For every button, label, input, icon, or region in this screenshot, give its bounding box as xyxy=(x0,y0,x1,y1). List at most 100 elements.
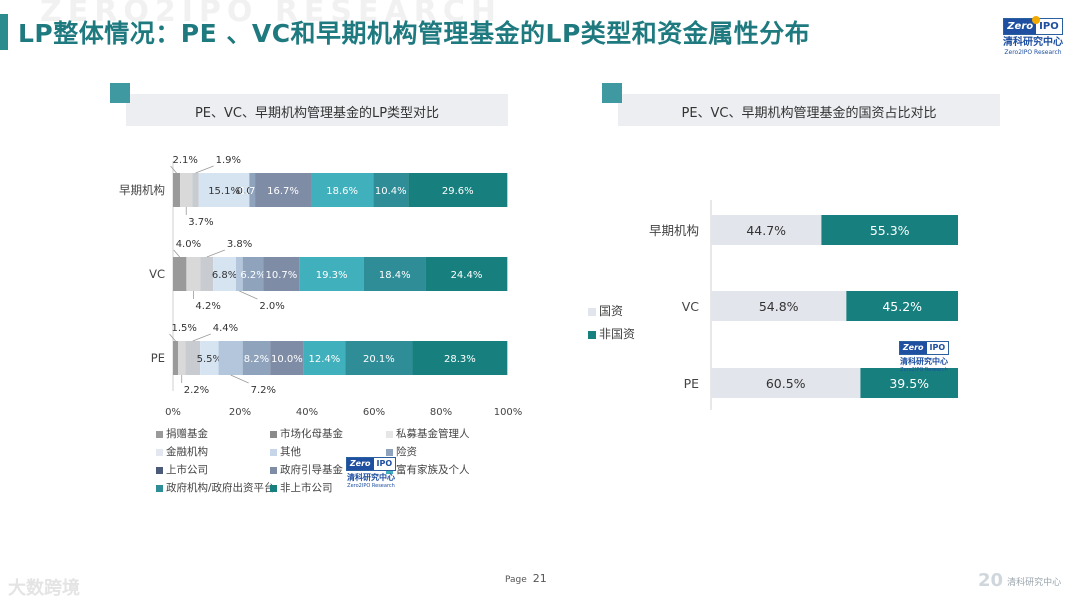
data-label: 29.6% xyxy=(442,186,474,197)
legend-swatch xyxy=(156,430,163,438)
bar-segment xyxy=(198,173,250,207)
legend-label: 非国资 xyxy=(599,327,636,341)
legend-label: 捐赠基金 xyxy=(166,428,208,440)
footer-brand-number: 20 xyxy=(978,570,1004,591)
data-label: 55.3% xyxy=(870,223,910,238)
data-label: 3.8% xyxy=(227,239,252,250)
logo-mark: Zero IPO xyxy=(1003,16,1063,35)
leader-line xyxy=(169,333,176,342)
footer-brand-text: 清科研究中心 xyxy=(1007,578,1062,588)
legend-swatch xyxy=(386,430,393,438)
legend-item-non-state-capital: 非国资 xyxy=(588,325,635,342)
category-label: PE xyxy=(151,351,165,365)
logo-mark: Zero IPO xyxy=(345,457,397,471)
bar-segment xyxy=(311,173,374,207)
data-label: 2.2% xyxy=(184,385,209,396)
legend-label: 国资 xyxy=(599,304,624,318)
leader-line xyxy=(192,333,211,342)
chart2-brand-logo: Zero IPO 清科研究中心 Zero2IPO Research xyxy=(894,335,954,373)
bar-segment xyxy=(373,173,409,207)
bar-segment xyxy=(186,257,201,291)
legend-label: 险资 xyxy=(396,446,417,458)
bar-segment xyxy=(821,215,958,245)
legend-label: 私募基金管理人 xyxy=(396,428,470,440)
bar-segment xyxy=(242,257,264,291)
page-title: LP整体情况：PE 、VC和早期机构管理基金的LP类型和资金属性分布 xyxy=(18,19,811,48)
data-label: 3.7% xyxy=(188,217,213,228)
bar-segment xyxy=(192,173,199,207)
legend-swatch xyxy=(588,330,596,339)
logo-name-en: Zero2IPO Research xyxy=(347,483,395,489)
bar-segment xyxy=(860,368,958,398)
brand-logo: Zero IPO 清科研究中心 Zero2IPO Research xyxy=(1000,14,1066,57)
data-label: 1.7% xyxy=(240,186,265,197)
logo-name-en: Zero2IPO Research xyxy=(900,367,948,373)
data-label: 4.4% xyxy=(213,323,238,334)
chart1-header: PE、VC、早期机构管理基金的LP类型对比 xyxy=(110,83,508,126)
category-label: 早期机构 xyxy=(119,183,165,197)
chart2-legend: 国资 非国资 xyxy=(588,302,635,348)
data-label: 5.5% xyxy=(197,354,222,365)
legend-item-insurance: 险资 xyxy=(386,444,417,459)
logo-mark-right: IPO xyxy=(1032,16,1062,34)
title-accent-bar xyxy=(0,14,8,50)
category-label: PE xyxy=(684,376,700,391)
category-label: VC xyxy=(682,299,700,314)
x-tick-label: 20% xyxy=(229,407,251,418)
legend-swatch xyxy=(270,448,277,456)
data-label: 54.8% xyxy=(759,299,799,314)
bar-segment xyxy=(235,257,243,291)
chart2-title: PE、VC、早期机构管理基金的国资占比对比 xyxy=(681,106,937,121)
legend-item-financial-institution: 金融机构 xyxy=(156,444,208,459)
logo-mark-right: IPO xyxy=(373,458,396,470)
watermark-text: ZERO2IPO RESEARCH xyxy=(40,0,502,29)
legend-swatch xyxy=(270,466,277,474)
legend-item-market-fof: 市场化母基金 xyxy=(270,426,343,441)
data-label: 15.1% xyxy=(208,186,240,197)
bar-segment xyxy=(846,291,958,321)
data-label: 18.4% xyxy=(379,270,411,281)
bar-segment xyxy=(711,215,822,245)
logo-mark-left: Zero xyxy=(899,342,927,354)
data-label: 20.1% xyxy=(363,354,395,365)
data-label: 28.3% xyxy=(444,354,476,365)
data-label: 2.1% xyxy=(173,155,198,166)
bar-segment xyxy=(255,173,312,207)
legend-label: 政府机构/政府出资平台 xyxy=(166,482,275,494)
bar-segment xyxy=(180,173,193,207)
logo-mark-right-text: IPO xyxy=(1039,21,1059,32)
bar-segment xyxy=(173,341,179,375)
legend-item-gov-platform: 政府机构/政府出资平台 xyxy=(156,480,275,495)
logo-name-cn: 清科研究中心 xyxy=(900,357,948,366)
x-tick-label: 0% xyxy=(165,407,181,418)
data-label: 44.7% xyxy=(746,223,786,238)
bar-segment xyxy=(178,341,186,375)
x-tick-label: 100% xyxy=(494,407,523,418)
legend-swatch xyxy=(156,466,163,474)
footer-brand: 20 清科研究中心 xyxy=(978,570,1061,591)
data-label: 12.4% xyxy=(309,354,341,365)
leader-line xyxy=(173,249,181,258)
data-label: 8.2% xyxy=(244,354,269,365)
legend-item-gov-guidance-fund: 政府引导基金 xyxy=(270,462,343,477)
legend-item-other: 其他 xyxy=(270,444,301,459)
data-label: 7.2% xyxy=(251,385,276,396)
bar-segment xyxy=(173,173,181,207)
leader-line xyxy=(206,249,225,258)
logo-mark-right: IPO xyxy=(926,342,949,354)
data-label: 6.8% xyxy=(212,270,237,281)
legend-label: 金融机构 xyxy=(166,446,208,458)
bar-segment xyxy=(200,257,214,291)
legend-label: 市场化母基金 xyxy=(280,428,343,440)
data-label: 45.2% xyxy=(882,299,922,314)
legend-item-donation-fund: 捐赠基金 xyxy=(156,426,208,441)
bar-segment xyxy=(173,257,187,291)
chart1-lp-type-svg: 0%20%40%60%80%100%早期机构2.1%3.7%1.9%15.1%0… xyxy=(119,155,523,418)
legend-label: 其他 xyxy=(280,446,301,458)
bar-segment xyxy=(711,291,847,321)
bar-segment xyxy=(185,341,201,375)
legend-item-unlisted-company: 非上市公司 xyxy=(270,480,333,495)
logo-name-en: Zero2IPO Research xyxy=(1004,49,1062,56)
logo-name-cn: 清科研究中心 xyxy=(1003,37,1063,48)
legend-swatch xyxy=(270,484,277,492)
